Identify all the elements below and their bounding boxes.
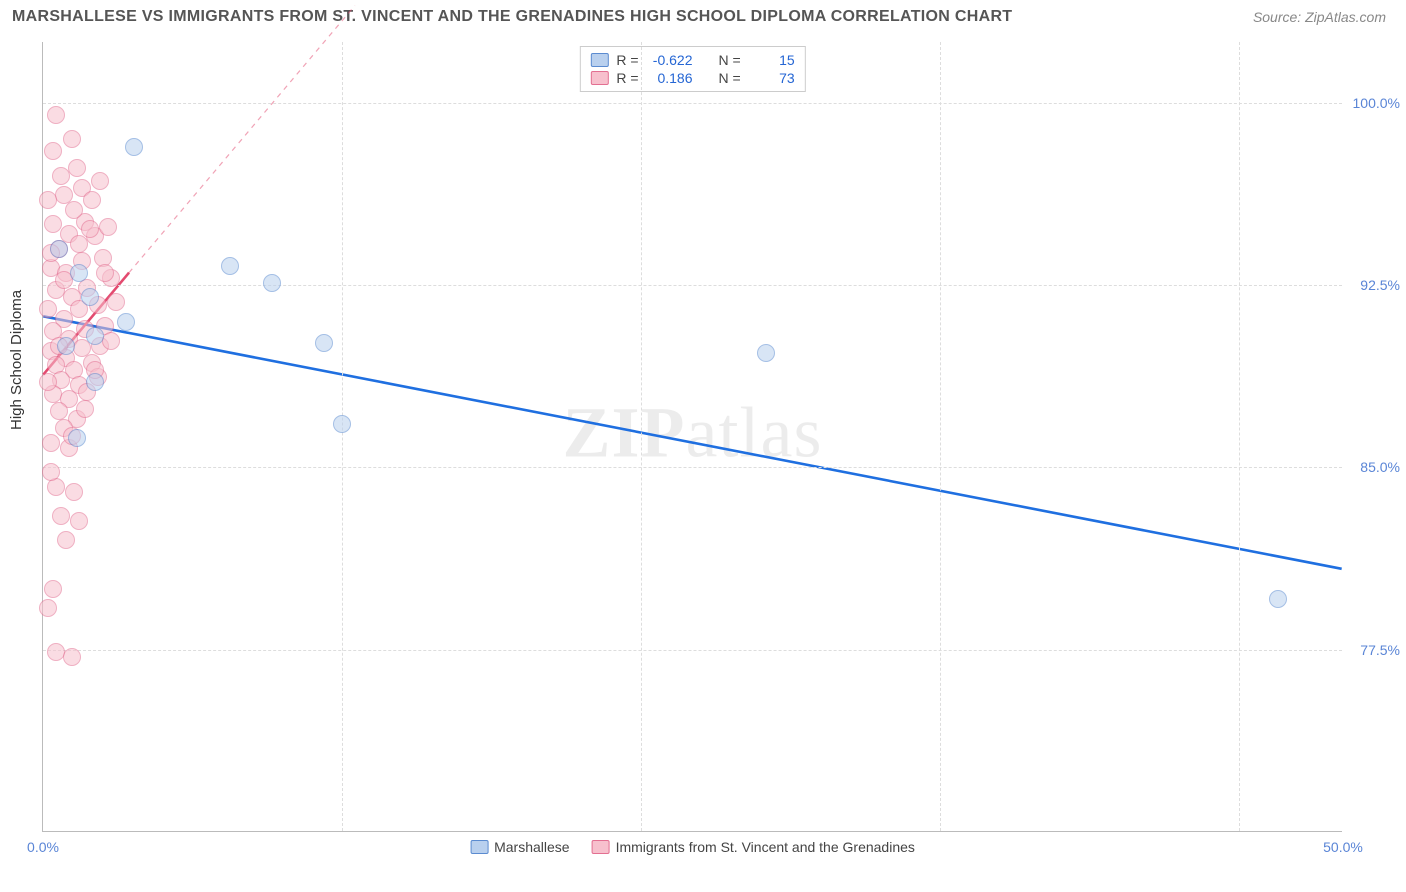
y-tick-label: 100.0% [1348, 95, 1400, 111]
chart-header: MARSHALLESE VS IMMIGRANTS FROM ST. VINCE… [0, 0, 1406, 30]
y-tick-label: 92.5% [1348, 277, 1400, 293]
n-value-series2: 73 [749, 70, 795, 86]
data-point [107, 293, 125, 311]
data-point [63, 130, 81, 148]
n-label: N = [719, 70, 741, 86]
gridline-h [43, 650, 1342, 651]
y-axis-label: High School Diploma [8, 290, 25, 430]
data-point [57, 337, 75, 355]
data-point [44, 142, 62, 160]
data-point [42, 434, 60, 452]
data-point [57, 531, 75, 549]
data-point [221, 257, 239, 275]
data-point [39, 599, 57, 617]
chart-source: Source: ZipAtlas.com [1253, 9, 1386, 25]
gridline-h [43, 103, 1342, 104]
data-point [315, 334, 333, 352]
regression-lines-layer [43, 42, 1342, 831]
data-point [39, 373, 57, 391]
n-label: N = [719, 52, 741, 68]
data-point [50, 240, 68, 258]
data-point [263, 274, 281, 292]
data-point [65, 201, 83, 219]
data-point [65, 483, 83, 501]
data-point [99, 218, 117, 236]
r-value-series2: 0.186 [647, 70, 693, 86]
swatch-series1-bottom [470, 840, 488, 854]
gridline-v [342, 42, 343, 831]
regression-line [43, 316, 1341, 568]
data-point [125, 138, 143, 156]
data-point [81, 288, 99, 306]
series1-name: Marshallese [494, 839, 569, 855]
gridline-h [43, 285, 1342, 286]
data-point [86, 327, 104, 345]
data-point [96, 264, 114, 282]
data-point [68, 159, 86, 177]
data-point [68, 429, 86, 447]
data-point [86, 373, 104, 391]
chart-title: MARSHALLESE VS IMMIGRANTS FROM ST. VINCE… [12, 8, 1012, 26]
data-point [757, 344, 775, 362]
r-value-series1: -0.622 [647, 52, 693, 68]
y-tick-label: 85.0% [1348, 459, 1400, 475]
series2-name: Immigrants from St. Vincent and the Gren… [616, 839, 915, 855]
data-point [63, 648, 81, 666]
data-point [42, 463, 60, 481]
swatch-series2-bottom [592, 840, 610, 854]
legend-row-series1: R = -0.622 N = 15 [590, 51, 794, 69]
data-point [52, 507, 70, 525]
y-tick-label: 77.5% [1348, 642, 1400, 658]
series-legend: Marshallese Immigrants from St. Vincent … [470, 839, 915, 855]
r-label: R = [616, 70, 638, 86]
data-point [83, 191, 101, 209]
swatch-series1 [590, 53, 608, 67]
data-point [91, 172, 109, 190]
data-point [44, 580, 62, 598]
swatch-series2 [590, 71, 608, 85]
data-point [333, 415, 351, 433]
x-tick-label: 50.0% [1323, 839, 1363, 855]
data-point [47, 106, 65, 124]
watermark: ZIPatlas [563, 391, 823, 474]
data-point [117, 313, 135, 331]
gridline-v [940, 42, 941, 831]
correlation-legend: R = -0.622 N = 15 R = 0.186 N = 73 [579, 46, 805, 92]
data-point [70, 512, 88, 530]
data-point [102, 332, 120, 350]
data-point [76, 400, 94, 418]
x-tick-label: 0.0% [27, 839, 59, 855]
gridline-v [1239, 42, 1240, 831]
data-point [70, 264, 88, 282]
data-point [50, 402, 68, 420]
chart-plot-area: ZIPatlas R = -0.622 N = 15 R = 0.186 N =… [42, 42, 1342, 832]
data-point [81, 220, 99, 238]
data-point [1269, 590, 1287, 608]
data-point [39, 191, 57, 209]
regression-line-extension [129, 6, 355, 273]
gridline-v [641, 42, 642, 831]
n-value-series1: 15 [749, 52, 795, 68]
r-label: R = [616, 52, 638, 68]
gridline-h [43, 467, 1342, 468]
legend-row-series2: R = 0.186 N = 73 [590, 69, 794, 87]
